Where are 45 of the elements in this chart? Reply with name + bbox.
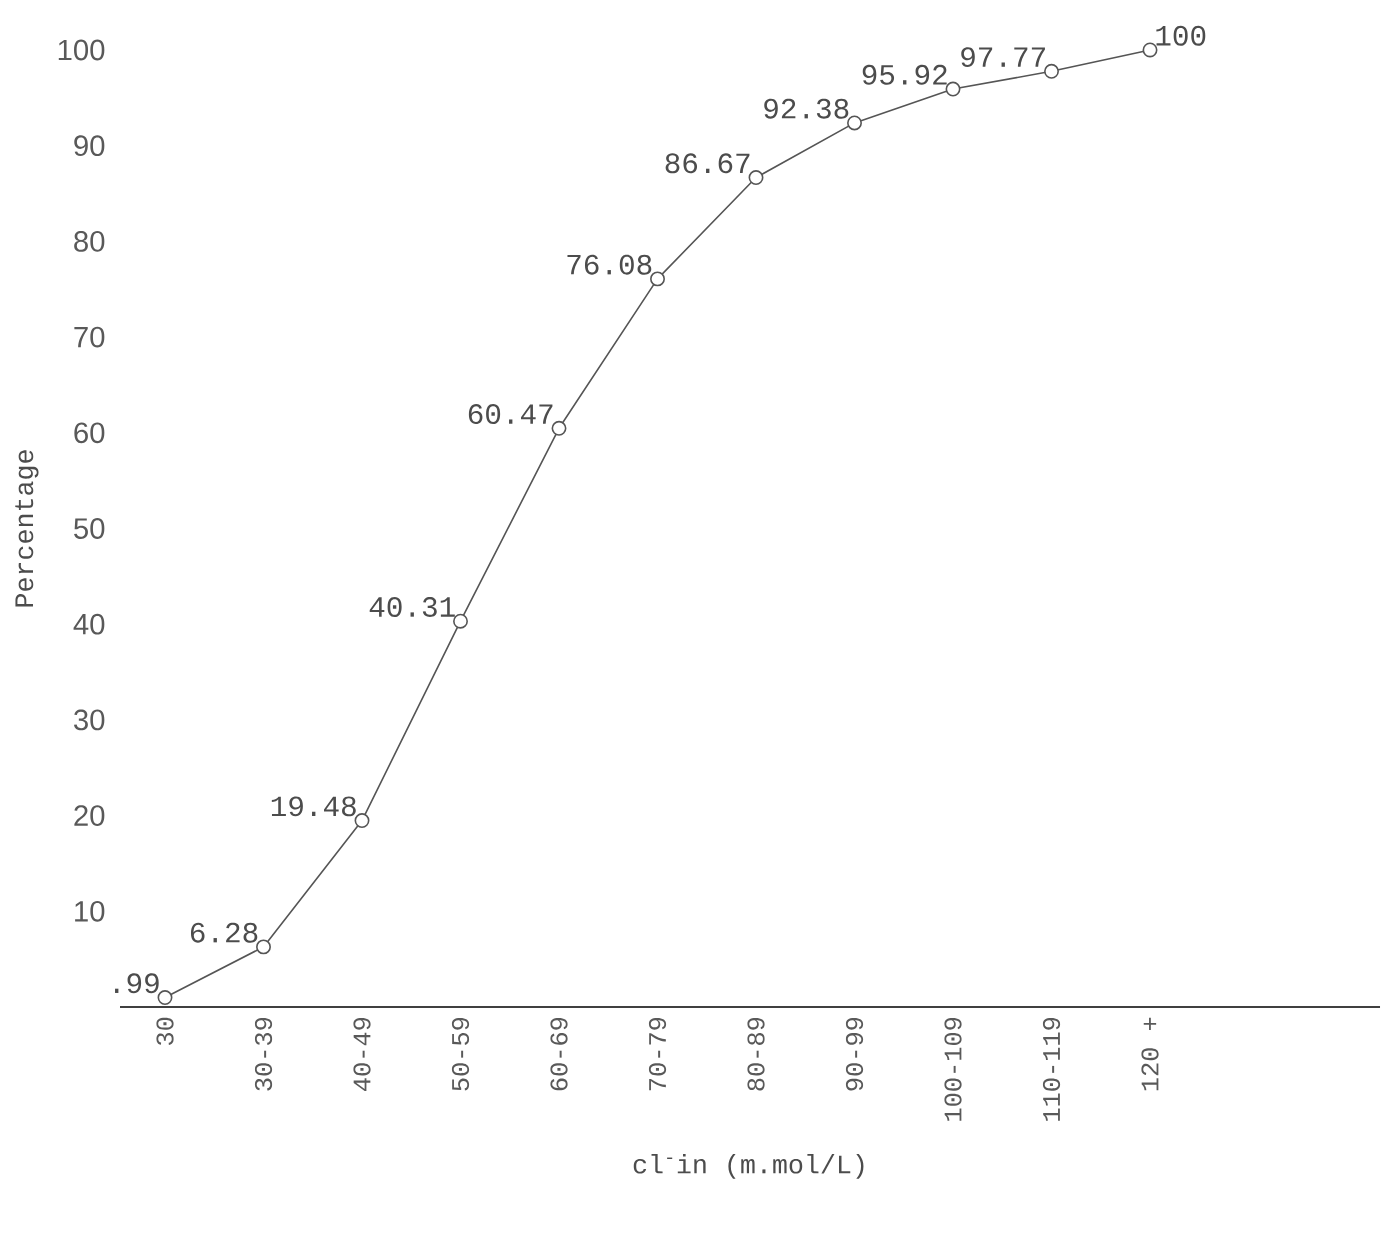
data-label: 92.38 <box>764 98 849 119</box>
point <box>1044 63 1059 79</box>
data-label: 95.92 <box>862 64 947 85</box>
point <box>847 115 862 131</box>
data-label: .99 <box>115 973 159 994</box>
y-tick-label: 10 <box>75 900 105 922</box>
y-axis-title: Percentage <box>15 450 39 607</box>
y-tick-label: 60 <box>74 422 105 444</box>
x-tick-label: 110-119 <box>1042 1017 1061 1121</box>
data-label: 100 <box>1156 25 1206 46</box>
point <box>157 990 173 1005</box>
y-tick-label: 90 <box>74 135 105 157</box>
x-tick-label: 120 + <box>1141 1017 1159 1091</box>
x-axis-title: cl$^{-}$in (m.mol/L) <box>633 1153 864 1179</box>
x-tick-label: 70-79 <box>648 1017 667 1091</box>
point <box>748 170 764 186</box>
y-tick-label: 80 <box>74 230 105 252</box>
data-label: 97.77 <box>961 47 1045 68</box>
y-tick-label: 70 <box>74 326 105 348</box>
point <box>650 271 665 287</box>
y-tick-label: 40 <box>73 613 105 635</box>
data-label: 76.08 <box>567 254 652 275</box>
x-tick-label: 40-49 <box>353 1017 371 1091</box>
point <box>945 81 961 97</box>
data-label: 40.31 <box>369 597 455 617</box>
point <box>256 939 271 955</box>
data-label: 60.47 <box>468 404 553 425</box>
x-tick-label: 80-89 <box>747 1017 765 1091</box>
x-tick-label: 90-99 <box>845 1017 864 1091</box>
point <box>453 613 468 629</box>
data-label: 19.48 <box>271 796 356 817</box>
data-label: 86.67 <box>665 153 750 174</box>
y-tick-label: 30 <box>73 709 105 731</box>
point <box>551 420 567 436</box>
y-tick-label: 50 <box>74 518 105 539</box>
y-tick-label: 100 <box>58 39 105 61</box>
point <box>1142 42 1158 58</box>
point <box>354 813 370 829</box>
x-tick-label: 30-39 <box>254 1017 273 1091</box>
y-tick-label: 20 <box>74 805 105 826</box>
x-tick-label: 100-109 <box>944 1017 962 1121</box>
x-tick-label: 30 <box>156 1017 174 1045</box>
x-tick-label: 60-69 <box>550 1017 568 1091</box>
x-tick-label: 50-59 <box>451 1017 470 1091</box>
data-label: 6.28 <box>190 922 258 943</box>
